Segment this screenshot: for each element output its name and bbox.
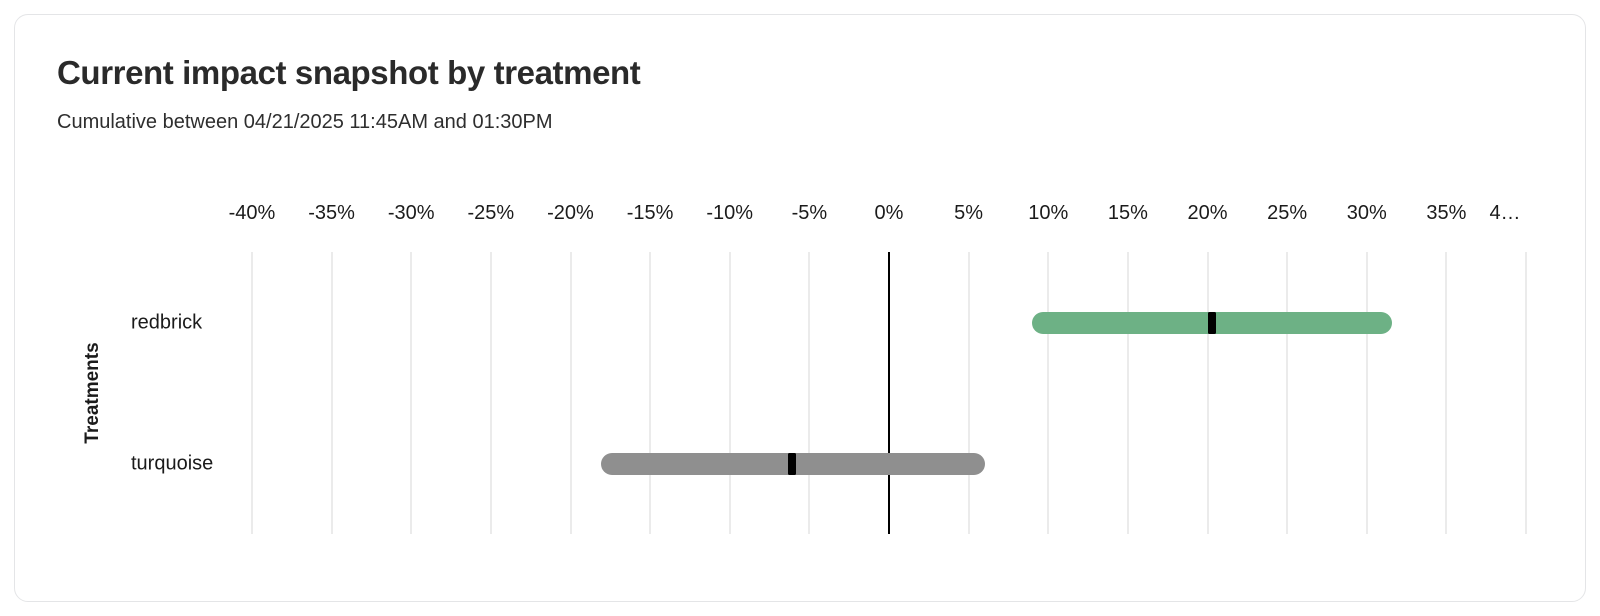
point-estimate-marker-redbrick bbox=[1208, 311, 1217, 334]
gridline--35 bbox=[330, 252, 333, 534]
gridline--5 bbox=[808, 252, 811, 534]
gridline--20 bbox=[569, 252, 572, 534]
chart-title: Current impact snapshot by treatment bbox=[57, 54, 641, 91]
x-axis-tick-label--15: -15% bbox=[626, 202, 674, 224]
x-axis-tick-label-15: 15% bbox=[1107, 202, 1148, 224]
x-axis-tick-label--25: -25% bbox=[467, 202, 515, 224]
gridline--25 bbox=[489, 252, 492, 534]
row-label-turquoise: turquoise bbox=[131, 452, 214, 474]
gridline--30 bbox=[410, 252, 413, 534]
gridline-30 bbox=[1365, 252, 1368, 534]
x-axis-tick-label--35: -35% bbox=[308, 202, 355, 224]
x-axis-tick-label--30: -30% bbox=[387, 202, 435, 224]
chart-card bbox=[14, 14, 1586, 602]
point-estimate-marker-turquoise bbox=[787, 452, 796, 475]
row-label-redbrick: redbrick bbox=[131, 311, 203, 333]
x-axis-tick-label-35: 35% bbox=[1426, 202, 1467, 224]
gridline--15 bbox=[649, 252, 652, 534]
gridline--40 bbox=[251, 252, 253, 534]
gridline-20 bbox=[1206, 252, 1209, 534]
gridline-10 bbox=[1047, 252, 1050, 534]
x-axis-tick-label--20: -20% bbox=[547, 202, 594, 224]
x-axis-tick-label-5: 5% bbox=[954, 202, 984, 224]
x-axis-tick-label--5: -5% bbox=[791, 202, 828, 224]
x-axis-tick-label-0: 0% bbox=[874, 202, 904, 224]
gridline-35 bbox=[1445, 252, 1448, 534]
gridline-25 bbox=[1286, 252, 1289, 534]
x-axis-tick-label--40: -40% bbox=[228, 202, 276, 224]
chart-subtitle: Cumulative between 04/21/2025 11:45AM an… bbox=[57, 111, 553, 133]
zero-axis-line bbox=[888, 252, 890, 534]
gridline-40 bbox=[1525, 252, 1527, 534]
x-axis-tick-label-25: 25% bbox=[1267, 202, 1308, 224]
x-axis-tick-label--10: -10% bbox=[706, 202, 754, 224]
gridline-5 bbox=[967, 252, 970, 534]
y-axis-title: Treatments bbox=[82, 342, 103, 444]
gridline-15 bbox=[1126, 252, 1129, 534]
x-axis-tick-label-20: 20% bbox=[1187, 202, 1228, 224]
x-axis-tick-label-30: 30% bbox=[1346, 202, 1387, 224]
x-axis-tick-label-40: 4… bbox=[1489, 202, 1521, 224]
x-axis-tick-label-10: 10% bbox=[1028, 202, 1069, 224]
gridline--10 bbox=[728, 252, 731, 534]
